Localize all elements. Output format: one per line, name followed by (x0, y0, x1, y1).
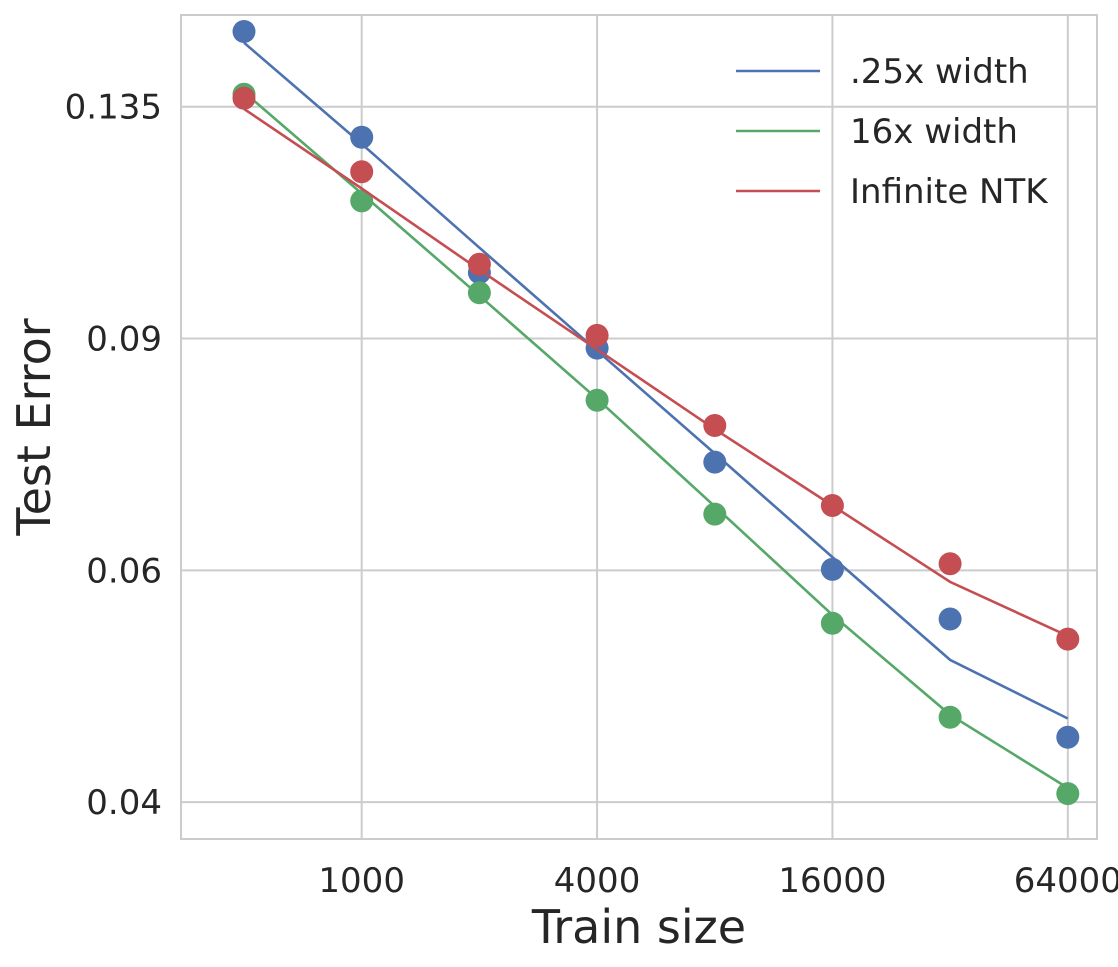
y-tick-label: 0.09 (86, 320, 162, 360)
x-axis-ticks: 1000 4000 16000 64000 (318, 861, 1118, 901)
y-axis-ticks: 0.04 0.06 0.09 0.135 (65, 88, 162, 823)
data-point (1056, 782, 1080, 806)
legend-entry: 16x width (736, 112, 1018, 152)
y-tick-label: 0.135 (65, 88, 162, 128)
y-tick-label: 0.06 (86, 551, 162, 591)
data-point (703, 450, 727, 474)
x-tick-label: 4000 (554, 861, 641, 901)
legend-label: 16x width (850, 112, 1018, 152)
data-point (938, 607, 962, 631)
x-axis-title: Train size (531, 900, 746, 954)
data-point (703, 502, 727, 526)
legend-entry: .25x width (736, 52, 1029, 92)
legend: .25x width 16x width Infinite NTK (736, 52, 1049, 212)
x-tick-label: 1000 (318, 861, 405, 901)
data-point (820, 494, 844, 517)
data-point (938, 705, 962, 729)
data-point (232, 86, 256, 110)
data-point (467, 281, 491, 305)
legend-label: .25x width (850, 52, 1029, 92)
data-point (585, 388, 609, 412)
series-2 (232, 86, 1080, 651)
data-point (350, 160, 374, 184)
x-tick-label: 64000 (1014, 861, 1118, 901)
series-fit-line (243, 107, 1069, 638)
legend-label: Infinite NTK (850, 172, 1049, 212)
data-point (820, 557, 844, 581)
series-layer (232, 20, 1080, 806)
data-point (350, 125, 374, 149)
series-fit-line (243, 41, 1069, 720)
y-tick-label: 0.04 (86, 783, 162, 823)
data-point (232, 20, 256, 43)
data-point (1056, 725, 1080, 749)
data-point (585, 323, 609, 347)
data-point (938, 552, 962, 576)
legend-entry: Infinite NTK (736, 172, 1049, 212)
series-fit-line (243, 91, 1069, 790)
plot-background (181, 15, 1097, 839)
data-point (1056, 627, 1080, 651)
x-tick-label: 16000 (778, 861, 886, 901)
data-point (467, 252, 491, 276)
y-axis-title: Test Error (7, 318, 61, 536)
data-point (703, 414, 727, 437)
plot-frame (180, 14, 1098, 840)
data-point (350, 189, 374, 213)
data-point (820, 611, 844, 635)
